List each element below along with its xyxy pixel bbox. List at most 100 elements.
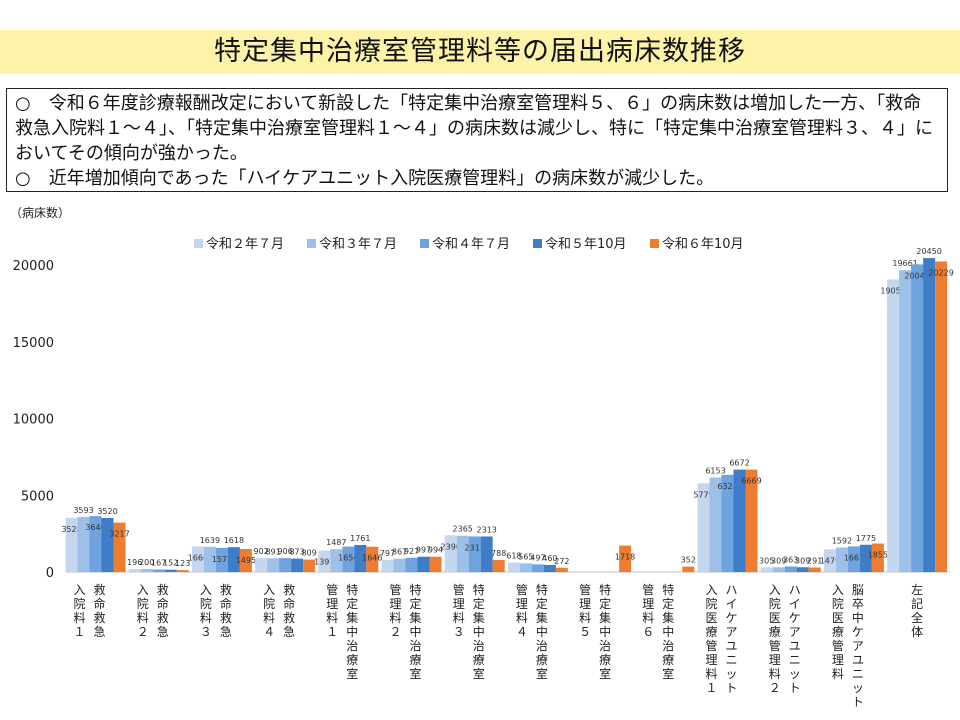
bar (255, 558, 268, 572)
x-category-label-char: 料 (769, 667, 781, 681)
bar (429, 556, 442, 572)
x-category-label-char: 中 (536, 624, 548, 639)
bar (152, 569, 165, 572)
x-category-label-char: 中 (599, 624, 611, 639)
bar (65, 517, 78, 572)
bar (267, 558, 280, 572)
bar-value-label: 3520 (97, 507, 117, 516)
bar (444, 535, 457, 572)
x-category-label-char: 救 (283, 582, 295, 597)
x-category-label-char: 定 (473, 596, 485, 611)
x-category-label-char: ４ (263, 625, 275, 639)
x-category-label-char: 料 (579, 611, 591, 625)
x-category-label-char: 集 (536, 610, 548, 625)
bar (318, 550, 331, 572)
y-tick-label: 15000 (13, 336, 54, 351)
x-category-label-char: ４ (516, 625, 528, 639)
x-category-label-char: 特 (346, 582, 358, 597)
summary-line-2: ○ 近年増加傾向であった「ハイケアユニット入院医療管理料」の病床数が減少した。 (15, 168, 715, 189)
legend-swatch (194, 239, 203, 248)
bar-value-label: 2390 (441, 542, 461, 551)
bar-value-label: 1656 (338, 554, 358, 563)
x-category-label-char: 院 (200, 597, 212, 611)
bar-value-label: 1639 (200, 536, 220, 545)
y-tick-label: 5000 (21, 489, 54, 504)
bar-value-label: 797 (380, 549, 395, 558)
bar-value-label: 6672 (729, 459, 749, 468)
bar-value-label: 1592 (832, 537, 852, 546)
bar-value-label: 1718 (615, 553, 635, 562)
bar (808, 567, 821, 572)
x-category-label-char: ト (852, 695, 864, 709)
bar-value-label: 2317 (465, 543, 485, 552)
bar (859, 544, 872, 572)
bar (354, 544, 367, 572)
y-axis-unit-label: （病床数） (10, 206, 71, 220)
x-category-label-char: 集 (473, 610, 485, 625)
legend-swatch (650, 239, 659, 248)
bar (291, 558, 304, 572)
x-category-label-char: 理 (516, 597, 528, 611)
x-category-label-char: 療 (536, 653, 548, 667)
x-category-label-char: １ (705, 681, 717, 695)
bar-value-label: 1761 (350, 534, 370, 543)
bar (555, 567, 568, 572)
x-category-label-char: 治 (536, 639, 548, 653)
x-category-label-char: ハ (725, 583, 737, 597)
bar (113, 522, 126, 572)
x-category-label-char: 集 (346, 610, 358, 625)
x-category-label-char: 卒 (852, 597, 864, 611)
x-category-label-char: 特 (409, 582, 421, 597)
x-category-label-char: 療 (769, 625, 781, 639)
bar-value-label: 200 (139, 558, 154, 567)
x-category-label-char: ニ (789, 653, 801, 667)
bar-value-label: 1646 (362, 554, 382, 563)
x-category-label-char: 料 (642, 611, 654, 625)
x-category-label-char: 室 (346, 666, 358, 681)
x-category-label-char: 管 (516, 582, 528, 597)
x-category-label-char: 入 (73, 583, 85, 597)
x-category-label-char: 治 (473, 639, 485, 653)
x-category-label-char: 院 (832, 597, 844, 611)
x-category-label-char: 定 (409, 596, 421, 611)
x-category-label-char: 管 (579, 582, 591, 597)
bar-value-label: 1397 (314, 558, 334, 567)
x-category-label-char: 命 (93, 596, 105, 611)
x-category-label-char: ッ (725, 667, 737, 681)
x-category-label-char: ハ (789, 583, 801, 597)
bar (923, 258, 936, 572)
bar-value-label: 902 (253, 547, 268, 556)
x-category-label-char: ケ (789, 611, 801, 625)
x-category-label-char: 体 (911, 625, 923, 639)
x-category-label-char: 定 (662, 596, 674, 611)
x-category-label-char: 入 (263, 583, 275, 597)
x-category-label-char: 院 (73, 597, 85, 611)
x-category-label-char: 定 (536, 596, 548, 611)
bar (519, 563, 532, 572)
x-category-label-char: ア (789, 625, 801, 639)
bar (227, 547, 240, 572)
x-category-label-char: 料 (263, 611, 275, 625)
x-category-label-char: 管 (705, 638, 717, 653)
x-category-label-char: ２ (389, 625, 401, 639)
x-category-label-char: 理 (705, 653, 717, 667)
x-category-label-char: 医 (832, 611, 844, 625)
bar (887, 279, 900, 572)
x-category-label-char: 特 (662, 582, 674, 597)
x-category-label-char: 料 (389, 611, 401, 625)
x-category-label-char: ユ (725, 639, 737, 653)
bar (772, 567, 785, 572)
bar (303, 559, 316, 572)
bar (823, 549, 836, 572)
x-category-label-char: 命 (220, 596, 232, 611)
bar-value-label: 497 (530, 553, 545, 562)
x-category-label-char: 定 (346, 596, 358, 611)
bar-value-label: 1667 (844, 553, 864, 562)
bar-value-label: 20040 (904, 271, 929, 280)
bar-value-label: 2365 (453, 525, 473, 534)
bar-value-label: 6327 (717, 482, 737, 491)
legend-label: 令和３年７月 (319, 237, 397, 252)
x-category-label-char: 理 (642, 597, 654, 611)
x-category-label-char: 救 (93, 582, 105, 597)
x-category-label-char: 中 (473, 624, 485, 639)
